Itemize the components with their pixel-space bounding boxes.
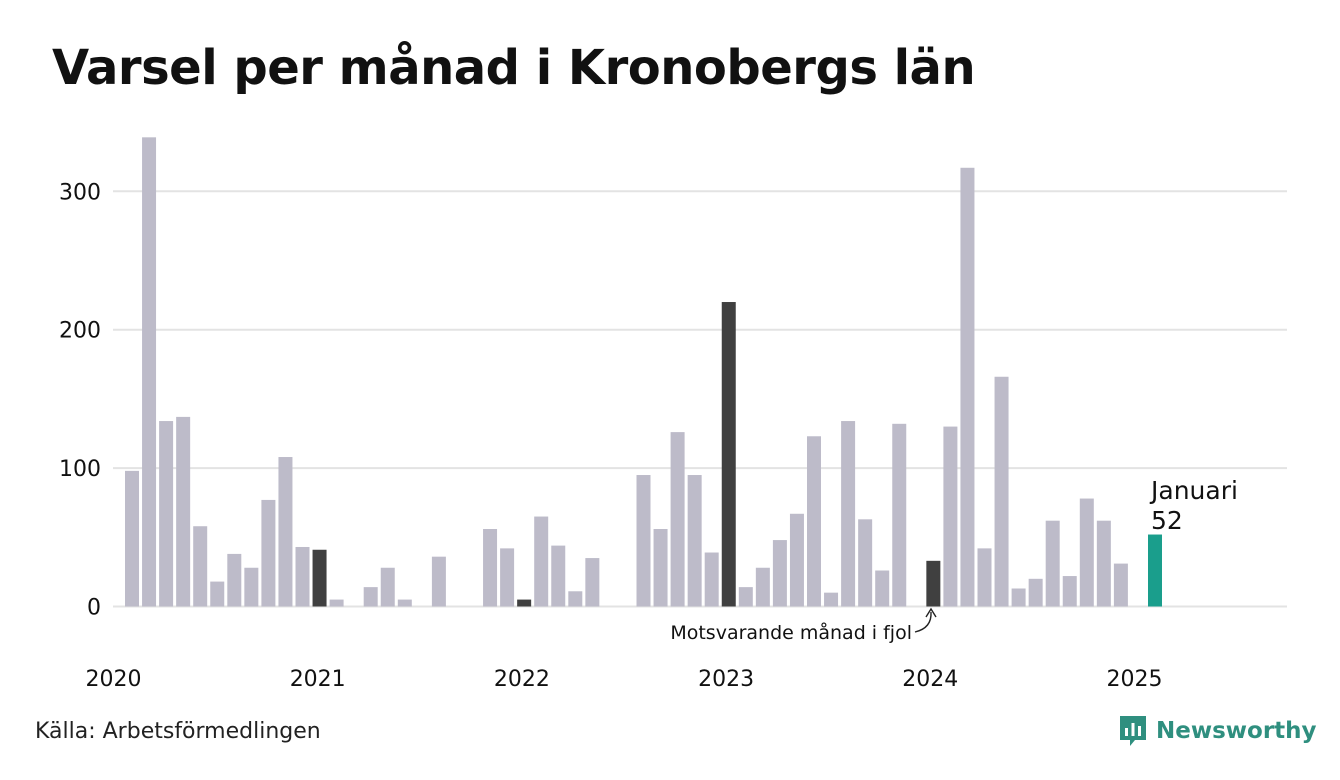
bar bbox=[210, 581, 225, 607]
bar bbox=[977, 548, 992, 607]
brand-name: Newsworthy bbox=[1156, 718, 1317, 744]
bar bbox=[772, 540, 787, 607]
bar bbox=[960, 167, 975, 607]
bars bbox=[125, 137, 1162, 607]
bar bbox=[227, 553, 242, 607]
x-tick-label: 2024 bbox=[902, 667, 958, 692]
bar-chart: 0 100 200 300 2020 2021 2022 2023 2024 2025 Janu… bbox=[59, 137, 1287, 692]
x-tick-label: 2025 bbox=[1107, 667, 1163, 692]
y-tick-label: 100 bbox=[59, 457, 101, 482]
y-tick-label: 200 bbox=[59, 319, 101, 344]
bar bbox=[1096, 520, 1111, 607]
bar bbox=[1028, 578, 1043, 607]
bar bbox=[568, 591, 583, 607]
bar bbox=[125, 470, 139, 607]
newsworthy-logo-icon bbox=[1120, 716, 1146, 746]
bar bbox=[483, 528, 498, 607]
bar bbox=[431, 556, 446, 607]
bar bbox=[1062, 576, 1077, 607]
bar-same-month-previous-year bbox=[926, 560, 941, 607]
bar bbox=[244, 567, 259, 607]
bar bbox=[636, 475, 651, 607]
bar bbox=[397, 599, 412, 607]
bar bbox=[789, 513, 804, 607]
bar bbox=[159, 421, 174, 607]
brand-logo: Newsworthy bbox=[1118, 713, 1317, 749]
current-month-label: Januari bbox=[1149, 476, 1238, 505]
bar bbox=[193, 526, 208, 607]
bar bbox=[670, 432, 685, 607]
bar bbox=[295, 546, 310, 607]
annotation-arrow bbox=[914, 611, 932, 633]
x-tick-label: 2021 bbox=[290, 667, 346, 692]
bar bbox=[892, 423, 907, 607]
y-tick-label: 300 bbox=[59, 180, 101, 205]
bar bbox=[824, 592, 839, 607]
bar bbox=[500, 548, 515, 607]
annotation-arrowhead bbox=[925, 607, 937, 618]
bar-same-month-previous-year bbox=[721, 302, 736, 607]
bar bbox=[380, 567, 395, 607]
bar bbox=[653, 528, 668, 607]
bar bbox=[858, 519, 873, 607]
bar bbox=[841, 421, 856, 607]
bar-same-month-previous-year bbox=[517, 599, 532, 607]
x-axis-tick-labels: 2020 2021 2022 2023 2024 2025 bbox=[86, 667, 1163, 692]
bar bbox=[1113, 563, 1128, 607]
bar bbox=[261, 499, 276, 607]
x-tick-label: 2022 bbox=[494, 667, 550, 692]
bar bbox=[551, 545, 566, 607]
bar bbox=[534, 516, 549, 607]
bar bbox=[943, 426, 958, 607]
bar-same-month-previous-year bbox=[312, 549, 327, 607]
bar bbox=[994, 376, 1009, 607]
bar bbox=[142, 137, 157, 607]
bar bbox=[278, 457, 293, 607]
source-note: Källa: Arbetsförmedlingen bbox=[35, 719, 321, 744]
bar bbox=[807, 436, 821, 607]
bar bbox=[1079, 498, 1094, 607]
x-tick-label: 2023 bbox=[698, 667, 754, 692]
bar bbox=[176, 416, 191, 607]
bar bbox=[585, 558, 600, 607]
bar bbox=[1045, 520, 1060, 607]
bar bbox=[704, 552, 719, 607]
bar bbox=[363, 587, 378, 607]
bar bbox=[875, 570, 890, 607]
bar bbox=[329, 599, 344, 607]
y-tick-label: 0 bbox=[87, 596, 101, 621]
bar bbox=[738, 587, 753, 607]
current-value-label: 52 bbox=[1151, 506, 1183, 535]
y-axis-tick-labels: 0 100 200 300 bbox=[59, 180, 101, 620]
x-tick-label: 2020 bbox=[86, 667, 142, 692]
bar bbox=[755, 567, 770, 607]
bar-current-month bbox=[1148, 534, 1162, 607]
chart-title: Varsel per månad i Kronobergs län bbox=[52, 40, 976, 96]
previous-year-annotation: Motsvarande månad i fjol bbox=[670, 621, 912, 644]
bar bbox=[687, 475, 702, 607]
bar bbox=[1011, 588, 1026, 607]
